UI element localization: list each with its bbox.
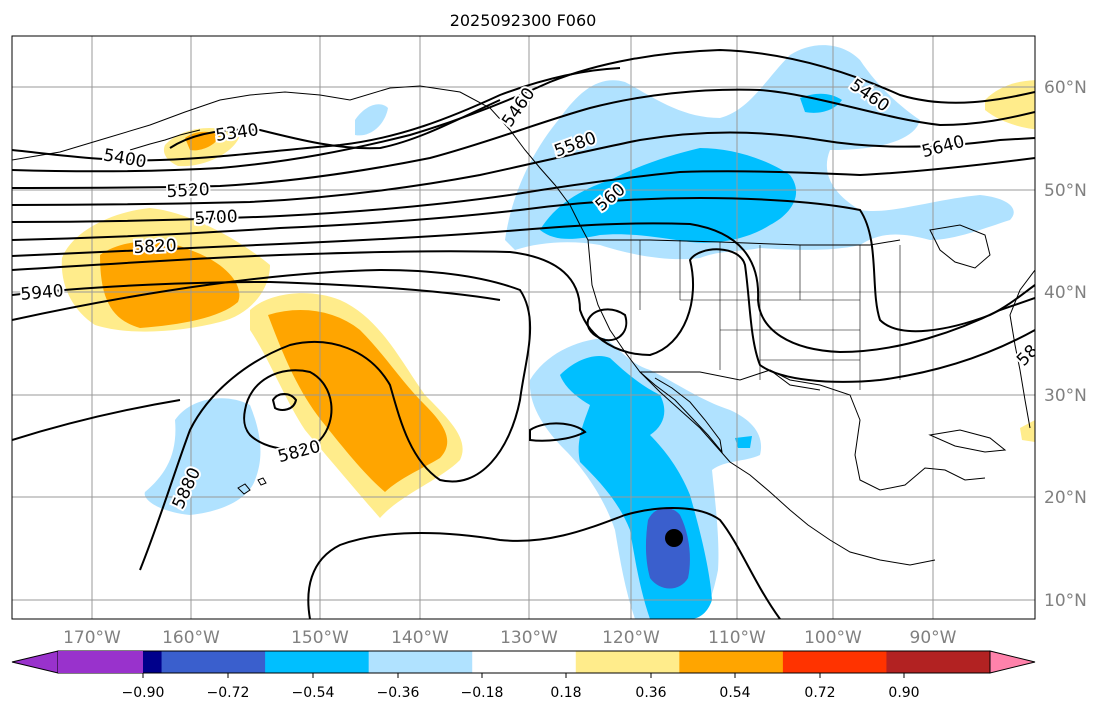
contour-5820-north xyxy=(12,248,1035,383)
colorbar-tick-label: −0.36 xyxy=(377,685,420,701)
colorbar-tick-label: −0.54 xyxy=(292,685,335,701)
contour-small-low xyxy=(271,393,298,411)
us-east-coastline xyxy=(1009,269,1035,429)
hawaii-islands xyxy=(237,477,267,495)
colorbar-segment xyxy=(575,651,680,673)
contour-southern-ridge xyxy=(307,507,781,619)
map-panel: 5340540055205700582059405820588054605580… xyxy=(12,36,1035,619)
contour-5760 xyxy=(12,222,1035,354)
contour-coast-ridge xyxy=(12,399,181,441)
colorbar-tick-label: 0.90 xyxy=(888,685,919,701)
graticule-gridlines xyxy=(12,36,1035,619)
aleutian-islands xyxy=(129,129,201,151)
gulf-coastline xyxy=(769,369,986,491)
negative-anomaly-strong-core xyxy=(645,508,690,589)
colorbar xyxy=(11,650,1036,674)
contour-5940 xyxy=(12,280,501,301)
negative-anomaly-core-baja xyxy=(735,436,752,448)
longitude-label: 160°W xyxy=(162,628,220,648)
longitude-label: 120°W xyxy=(602,628,660,648)
colorbar-tick-label: 0.54 xyxy=(719,685,750,701)
longitude-label: 110°W xyxy=(708,628,766,648)
colorbar-tick-label: 0.72 xyxy=(804,685,835,701)
colorbar-tick-labels: −0.90 −0.72 −0.54 −0.36 −0.18 0.18 0.36 0.54 0.7… xyxy=(122,673,920,701)
longitude-label: 140°W xyxy=(391,628,449,648)
figure-title: 2025092300 F060 xyxy=(450,11,597,30)
contour-label: 5940 xyxy=(20,281,65,305)
positive-anomaly-region-east xyxy=(985,80,1035,130)
negative-anomaly-region-hawaii xyxy=(144,398,261,515)
colorbar-tick-label: −0.90 xyxy=(122,685,165,701)
baja-peninsula xyxy=(639,371,723,454)
colorbar-segment xyxy=(161,651,266,673)
contour-5460 xyxy=(12,48,1035,173)
latitude-label: 10°N xyxy=(1044,591,1087,611)
longitude-labels: 170°W 160°W 150°W 140°W 130°W 120°W 110°W 100°W… xyxy=(63,628,957,648)
great-lakes xyxy=(929,224,991,269)
colorbar-segment xyxy=(368,651,473,673)
us-mexico-border xyxy=(640,369,821,391)
latitude-label: 60°N xyxy=(1044,78,1087,98)
latitude-label: 20°N xyxy=(1044,488,1087,508)
contour-label: 5700 xyxy=(194,207,238,229)
colorbar-tick-label: −0.72 xyxy=(207,685,250,701)
contour-label: 5820 xyxy=(133,236,177,258)
negative-anomaly-region-gulf-alaska xyxy=(355,104,388,136)
longitude-label: 90°W xyxy=(910,628,957,648)
storm-center-marker xyxy=(665,529,683,547)
colorbar-tick-label: 0.18 xyxy=(550,685,581,701)
longitude-label: 170°W xyxy=(63,628,121,648)
longitude-label: 150°W xyxy=(291,628,349,648)
alaska-coastline xyxy=(12,85,589,241)
colorbar-segment xyxy=(886,651,991,673)
contour-small-high xyxy=(586,308,628,342)
contour-5640 xyxy=(12,157,1035,223)
colorbar-segment xyxy=(679,651,784,673)
cuba-outline xyxy=(928,429,1007,453)
colorbar-tick-label: −0.18 xyxy=(461,685,504,701)
colorbar-segment xyxy=(265,651,370,673)
contour-label: 5520 xyxy=(166,180,210,202)
colorbar-max-arrow xyxy=(989,650,1036,674)
contour-5400 xyxy=(12,67,621,162)
us-canada-border xyxy=(588,239,901,246)
height-contours xyxy=(12,48,1035,619)
latitude-label: 50°N xyxy=(1044,181,1087,201)
latitude-labels: 60°N 50°N 40°N 30°N 20°N 10°N xyxy=(1044,78,1087,611)
longitude-label: 100°W xyxy=(804,628,862,648)
contour-5820-low xyxy=(243,369,333,451)
coastline-layer xyxy=(12,85,1035,566)
map-frame xyxy=(11,35,1036,620)
longitude-label: 130°W xyxy=(500,628,558,648)
contour-small-loop xyxy=(529,422,587,442)
contour-5700 xyxy=(12,196,1035,333)
contour-5580 xyxy=(12,131,1035,206)
positive-anomaly-core-central xyxy=(268,310,448,492)
colorbar-segment xyxy=(472,651,577,673)
colorbar-tick-label: 0.36 xyxy=(635,685,666,701)
colorbar-min-arrow xyxy=(11,650,59,674)
contour-5880 xyxy=(12,268,532,571)
latitude-label: 40°N xyxy=(1044,283,1087,303)
positive-anomaly-region-florida xyxy=(1020,420,1035,442)
colorbar-segment-min xyxy=(58,651,143,673)
latitude-label: 30°N xyxy=(1044,386,1087,406)
us-west-coastline xyxy=(587,239,936,566)
contour-5520 xyxy=(12,88,1035,189)
colorbar-segment xyxy=(782,651,887,673)
